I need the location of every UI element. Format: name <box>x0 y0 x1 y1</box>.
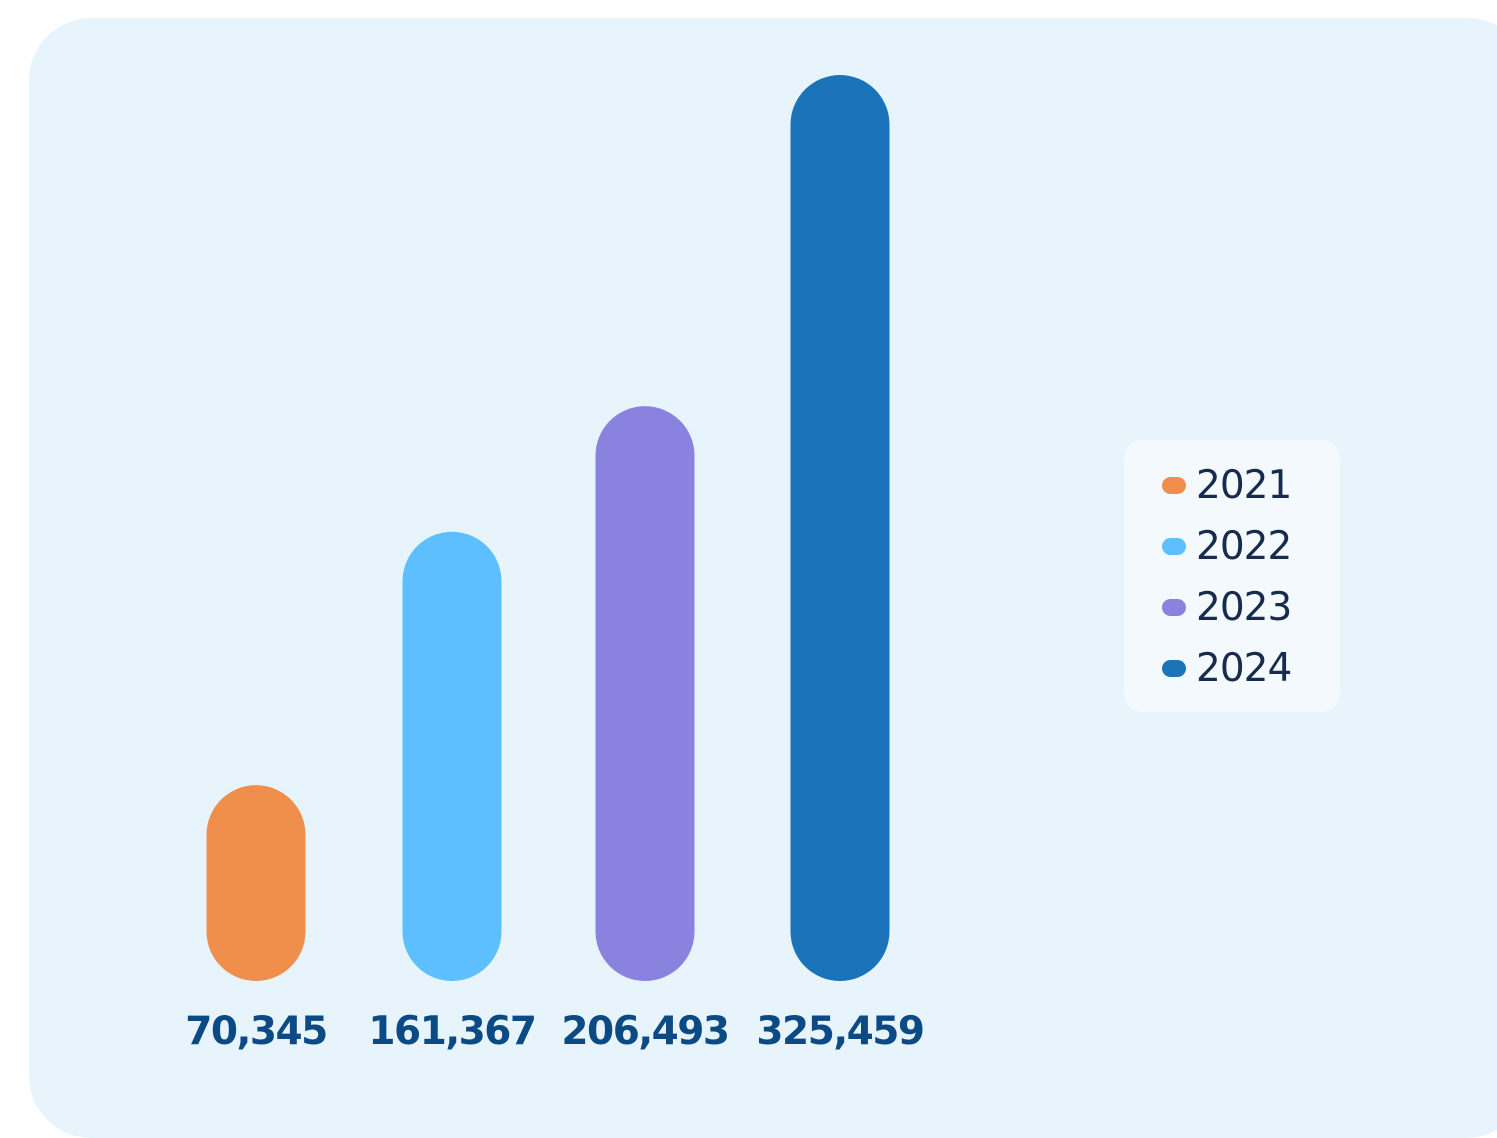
bar-2024 <box>790 75 890 981</box>
bars-group <box>206 75 890 982</box>
value-label-2023: 206,493 <box>561 1009 728 1054</box>
bar-2023 <box>595 406 695 982</box>
bar-2021 <box>206 785 306 981</box>
legend-item-2022: 2022 <box>1162 521 1292 571</box>
value-labels-group: 70,345 161,367 206,493 325,459 <box>185 1009 925 1054</box>
legend-item-2021: 2021 <box>1162 460 1292 510</box>
bar-2022 <box>402 531 502 981</box>
legend-label-2023: 2023 <box>1196 584 1292 630</box>
legend-swatch-2021 <box>1162 476 1186 494</box>
legend: 2021 2022 2023 2024 <box>1124 440 1340 712</box>
legend-swatch-2023 <box>1162 598 1186 616</box>
legend-item-2023: 2023 <box>1162 582 1292 632</box>
legend-swatch-2024 <box>1162 659 1186 677</box>
bar-chart: 70,345 161,367 206,493 325,459 <box>185 75 925 1054</box>
legend-item-2024: 2024 <box>1162 643 1292 693</box>
value-label-2021: 70,345 <box>185 1009 327 1054</box>
value-label-2024: 325,459 <box>756 1009 923 1054</box>
value-label-2022: 161,367 <box>368 1009 535 1054</box>
legend-label-2021: 2021 <box>1196 462 1292 508</box>
legend-label-2024: 2024 <box>1196 645 1292 691</box>
legend-label-2022: 2022 <box>1196 523 1292 569</box>
legend-swatch-2022 <box>1162 537 1186 555</box>
